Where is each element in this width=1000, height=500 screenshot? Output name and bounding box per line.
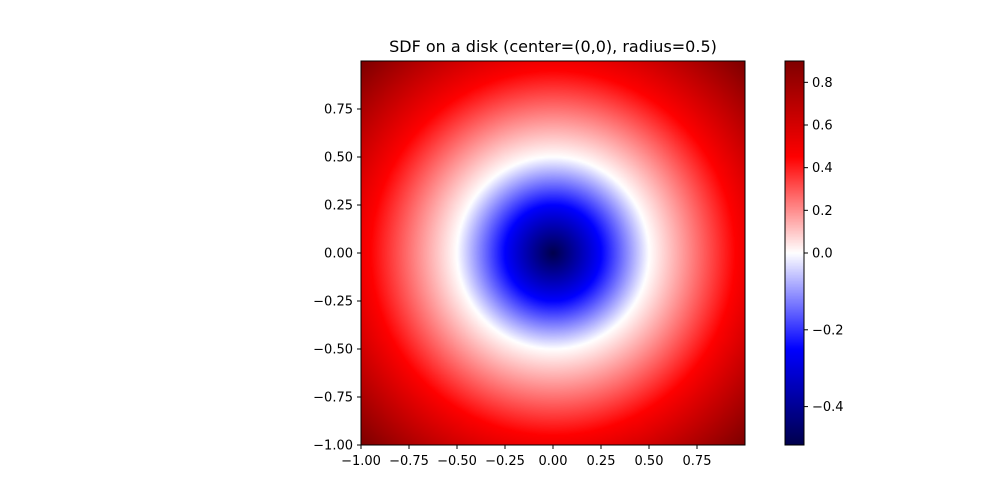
y-tick-label: 0.25	[324, 199, 353, 214]
y-tick-label: −0.50	[313, 343, 353, 358]
y-tick-label: 0.75	[324, 103, 353, 118]
colorbar-tick-label: −0.2	[812, 323, 844, 338]
y-tick-label: −0.25	[313, 295, 353, 310]
colorbar-tick-label: 0.0	[812, 247, 833, 262]
x-tick-label: 0.25	[587, 454, 616, 469]
y-tick-label: −0.75	[313, 391, 353, 406]
sdf-heatmap	[361, 61, 745, 445]
colorbar-tick-label: 0.8	[812, 76, 833, 91]
colorbar-tick-label: 0.2	[812, 204, 833, 219]
x-tick-label: 0.50	[635, 454, 664, 469]
x-tick-label: −0.25	[485, 454, 525, 469]
x-tick-label: −0.50	[437, 454, 477, 469]
y-tick-label: 0.00	[324, 247, 353, 262]
x-axis: −1.00 −0.75 −0.50 −0.25 0.00 0.25 0.50 0.75	[341, 445, 711, 469]
y-tick-label: −1.00	[313, 439, 353, 454]
colorbar: −0.4 −0.2 0.0 0.2 0.4 0.6 0.8	[784, 60, 844, 446]
x-tick-label: 0.75	[683, 454, 712, 469]
colorbar-tick-label: 0.4	[812, 161, 833, 176]
y-axis: −1.00 −0.75 −0.50 −0.25 0.00 0.25 0.50 0.75	[313, 103, 361, 454]
colorbar-tick-label: −0.4	[812, 400, 844, 415]
x-tick-label: −0.75	[389, 454, 429, 469]
y-tick-label: 0.50	[324, 151, 353, 166]
heatmap-plot-area	[360, 60, 746, 446]
colorbar-tick-label: 0.6	[812, 119, 833, 134]
colorbar-axis: −0.4 −0.2 0.0 0.2 0.4 0.6 0.8	[804, 76, 844, 415]
chart-title: SDF on a disk (center=(0,0), radius=0.5)	[389, 37, 717, 56]
x-tick-label: −1.00	[341, 454, 381, 469]
colorbar-gradient	[785, 61, 804, 445]
x-tick-label: 0.00	[539, 454, 568, 469]
